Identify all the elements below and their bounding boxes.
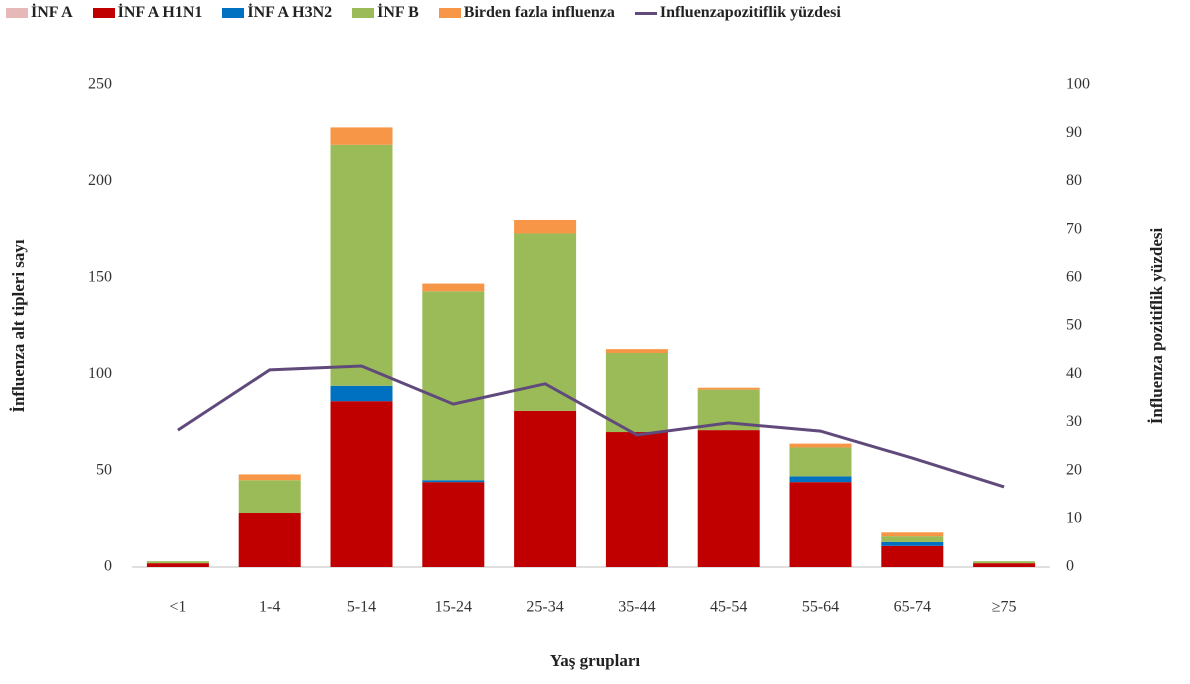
bar-segment: [330, 127, 393, 145]
y2-tick-label: 40: [1066, 365, 1082, 382]
bar-segment: [146, 561, 209, 564]
bar-segment: [422, 480, 485, 483]
bar-segment: [422, 283, 485, 292]
legend-item: İNF B: [352, 4, 419, 22]
x-tick-label: ≥75: [992, 599, 1017, 616]
y-tick-label: 200: [88, 172, 112, 189]
legend-swatch: [92, 8, 115, 18]
bar-segment: [514, 410, 577, 567]
legend-swatch: [222, 8, 245, 18]
y2-tick-label: 30: [1066, 413, 1082, 430]
bar-segment: [789, 447, 852, 477]
x-tick-label: 65-74: [894, 599, 931, 616]
x-tick-label: 5-14: [347, 599, 376, 616]
bar-segment: [422, 291, 485, 481]
y2-tick-label: 100: [1066, 76, 1090, 93]
x-axis-title: Yaş grupları: [550, 651, 640, 670]
bar-segment: [881, 532, 944, 537]
bar-segment: [605, 349, 668, 353]
y2-tick-label: 10: [1066, 509, 1082, 526]
legend-swatch: [438, 8, 461, 18]
y2-tick-label: 60: [1066, 268, 1082, 285]
legend-item: Birden fazla influenza: [438, 4, 615, 22]
legend-swatch: [352, 8, 375, 18]
bar-segment: [789, 476, 852, 483]
legend-label: İNF B: [377, 4, 419, 21]
x-tick-label: 55-64: [802, 599, 839, 616]
y2-tick-label: 70: [1066, 220, 1082, 237]
bar-segment: [881, 541, 944, 546]
legend: İNF A İNF A H1N1 İNF A H3N2 İNF B Birden faz…: [6, 4, 841, 22]
y2-tick-label: 0: [1066, 558, 1074, 575]
bar-segment: [697, 430, 760, 567]
x-tick-label: <1: [169, 599, 186, 616]
bar-segment: [238, 474, 301, 481]
bar-segment: [789, 443, 852, 448]
bar-segment: [697, 387, 760, 390]
x-tick-label: 45-54: [710, 599, 747, 616]
y2-tick-label: 50: [1066, 317, 1082, 334]
legend-label: Birden fazla influenza: [463, 4, 615, 21]
bar-segment: [238, 513, 301, 567]
bar-segment: [330, 385, 393, 402]
y-tick-label: 50: [96, 461, 112, 478]
legend-swatch: [634, 11, 657, 15]
bar-segment: [514, 233, 577, 411]
bar-segment: [422, 482, 485, 567]
y2-axis-title: İnfluenza pozitiflik yüzdesi: [1147, 227, 1166, 424]
legend-label: İNF A H1N1: [117, 4, 203, 21]
bar-segment: [146, 563, 209, 567]
y-tick-label: 250: [88, 76, 112, 93]
bar-segment: [330, 144, 393, 386]
y-tick-label: 150: [88, 268, 112, 285]
x-tick-label: 35-44: [618, 599, 655, 616]
bar-segment: [605, 432, 668, 567]
bar-segment: [514, 219, 577, 234]
legend-swatch: [6, 8, 28, 18]
bar-segment: [238, 480, 301, 514]
y-axis-title: İnfluenza alt tipleri sayı: [9, 239, 28, 413]
y2-tick-label: 20: [1066, 461, 1082, 478]
legend-label: İNF A H3N2: [247, 4, 333, 21]
bar-segment: [881, 536, 944, 542]
legend-item: İNF A H1N1: [92, 4, 203, 22]
x-tick-label: 25-34: [526, 599, 563, 616]
bar-segment: [605, 352, 668, 433]
bar-segment: [881, 545, 944, 567]
legend-label: Influenzapozitiflik yüzdesi: [659, 4, 841, 21]
x-tick-label: 15-24: [435, 599, 472, 616]
legend-label: İNF A: [31, 4, 73, 21]
legend-item: İNF A H3N2: [222, 4, 332, 22]
x-tick-label: 1-4: [259, 599, 280, 616]
legend-item: İNF A: [6, 4, 73, 22]
legend-item: Influenzapozitiflik yüzdesi: [634, 4, 841, 22]
bar-segment: [973, 563, 1036, 567]
line: [177, 364, 1005, 489]
y-tick-label: 0: [104, 558, 112, 575]
bar-segment: [789, 482, 852, 567]
y2-tick-label: 80: [1066, 172, 1082, 189]
bar-segment: [330, 401, 393, 567]
bar-segment: [973, 561, 1036, 564]
y-tick-label: 100: [88, 365, 112, 382]
y2-tick-label: 90: [1066, 124, 1082, 141]
